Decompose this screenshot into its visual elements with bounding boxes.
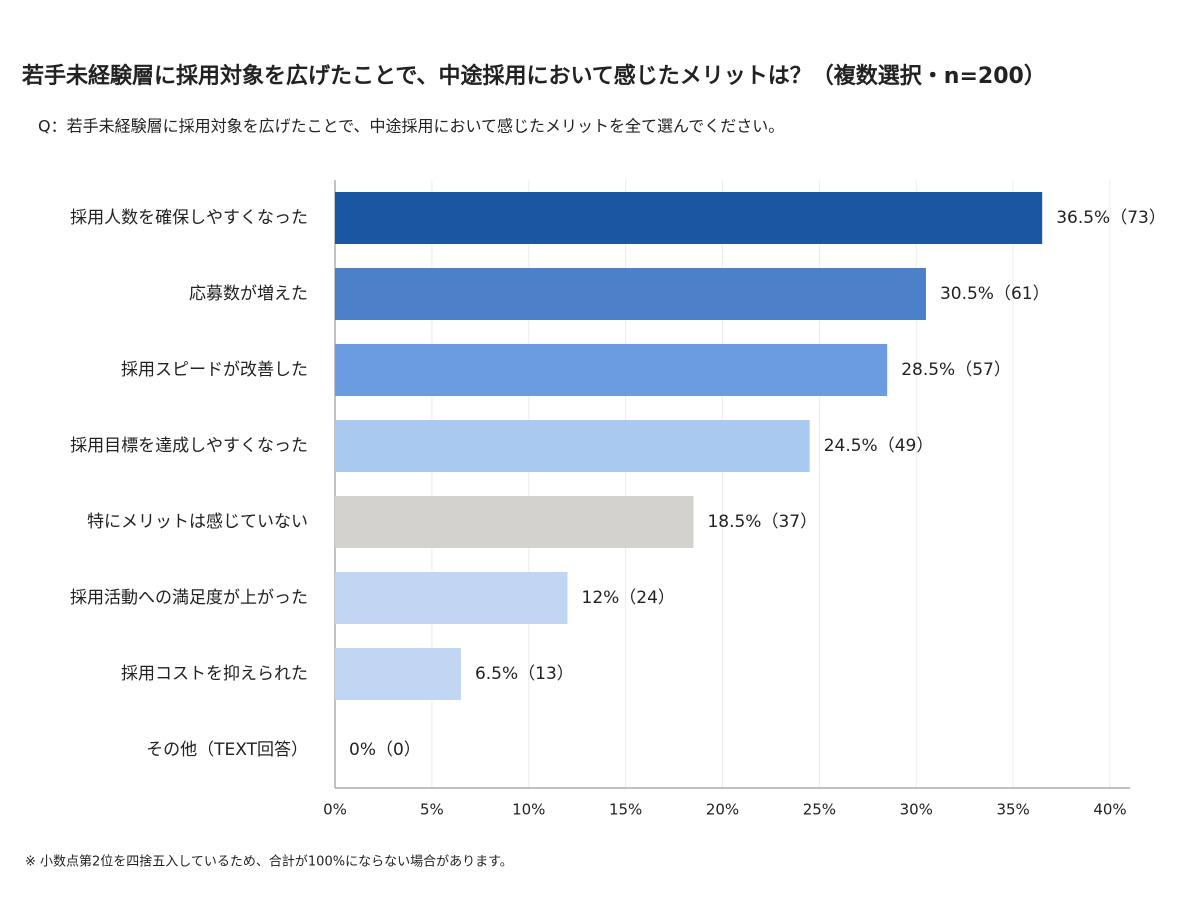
- y-tick-label: 採用活動への満足度が上がった: [70, 588, 308, 608]
- chart-subtitle: Q：若手未経験層に採用対象を広げたことで、中途採用において感じたメリットを全て選…: [38, 117, 784, 136]
- value-label: 6.5%（13）: [475, 664, 574, 684]
- value-label: 30.5%（61）: [940, 284, 1050, 304]
- x-tick-label: 30%: [900, 801, 933, 819]
- bar: [335, 572, 568, 624]
- y-tick-label: 採用スピードが改善した: [121, 360, 308, 380]
- bar: [335, 420, 810, 472]
- x-tick-label: 25%: [803, 801, 836, 819]
- x-tick-label: 40%: [1093, 801, 1126, 819]
- y-tick-label: 応募数が増えた: [189, 284, 308, 304]
- bar: [335, 192, 1043, 244]
- y-tick-label: 採用人数を確保しやすくなった: [70, 208, 308, 228]
- x-tick-label: 35%: [996, 801, 1029, 819]
- chart-title: 若手未経験層に採用対象を広げたことで、中途採用において感じたメリットは？（複数選…: [22, 63, 1046, 89]
- x-tick-label: 5%: [420, 801, 444, 819]
- x-tick-label: 0%: [323, 801, 347, 819]
- value-label: 0%（0）: [349, 740, 421, 760]
- y-tick-label: 採用目標を達成しやすくなった: [70, 436, 308, 456]
- value-label: 28.5%（57）: [901, 360, 1011, 380]
- y-tick-label: その他（TEXT回答）: [146, 740, 308, 760]
- y-tick-label: 採用コストを抑えられた: [121, 664, 308, 684]
- y-tick-label: 特にメリットは感じていない: [87, 512, 308, 532]
- value-label: 12%（24）: [582, 588, 675, 608]
- bar: [335, 496, 694, 548]
- bar: [335, 344, 888, 396]
- x-tick-label: 10%: [512, 801, 545, 819]
- footnote: ※ 小数点第2位を四捨五入しているため、合計が100%にならない場合があります。: [25, 854, 513, 870]
- value-label: 18.5%（37）: [707, 512, 817, 532]
- bar: [335, 648, 461, 700]
- x-tick-label: 15%: [609, 801, 642, 819]
- value-label: 24.5%（49）: [824, 436, 934, 456]
- x-tick-label: 20%: [706, 801, 739, 819]
- value-label: 36.5%（73）: [1056, 208, 1166, 228]
- bar: [335, 268, 926, 320]
